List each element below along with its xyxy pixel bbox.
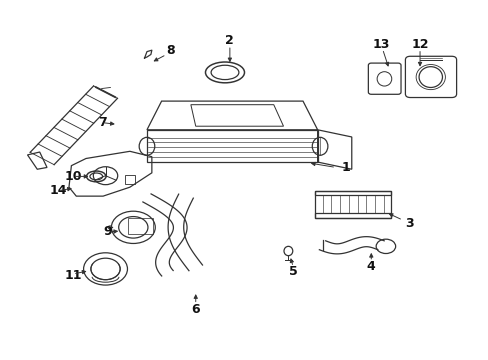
Text: 2: 2	[225, 34, 234, 48]
Bar	[315, 191, 390, 218]
Bar	[315, 213, 390, 218]
Text: 14: 14	[49, 184, 67, 197]
Bar	[125, 175, 135, 184]
Text: 11: 11	[64, 269, 81, 282]
Bar	[128, 218, 153, 234]
Text: 10: 10	[64, 170, 81, 183]
Text: 8: 8	[166, 44, 175, 57]
Text: 12: 12	[410, 38, 428, 51]
Text: 9: 9	[103, 225, 111, 238]
Bar	[315, 191, 390, 195]
Text: 3: 3	[405, 216, 413, 230]
Text: 7: 7	[98, 116, 107, 129]
Text: 5: 5	[288, 265, 297, 278]
Text: 4: 4	[366, 260, 375, 273]
Text: 1: 1	[341, 161, 350, 174]
Text: 13: 13	[371, 38, 389, 51]
Text: 6: 6	[191, 303, 200, 316]
